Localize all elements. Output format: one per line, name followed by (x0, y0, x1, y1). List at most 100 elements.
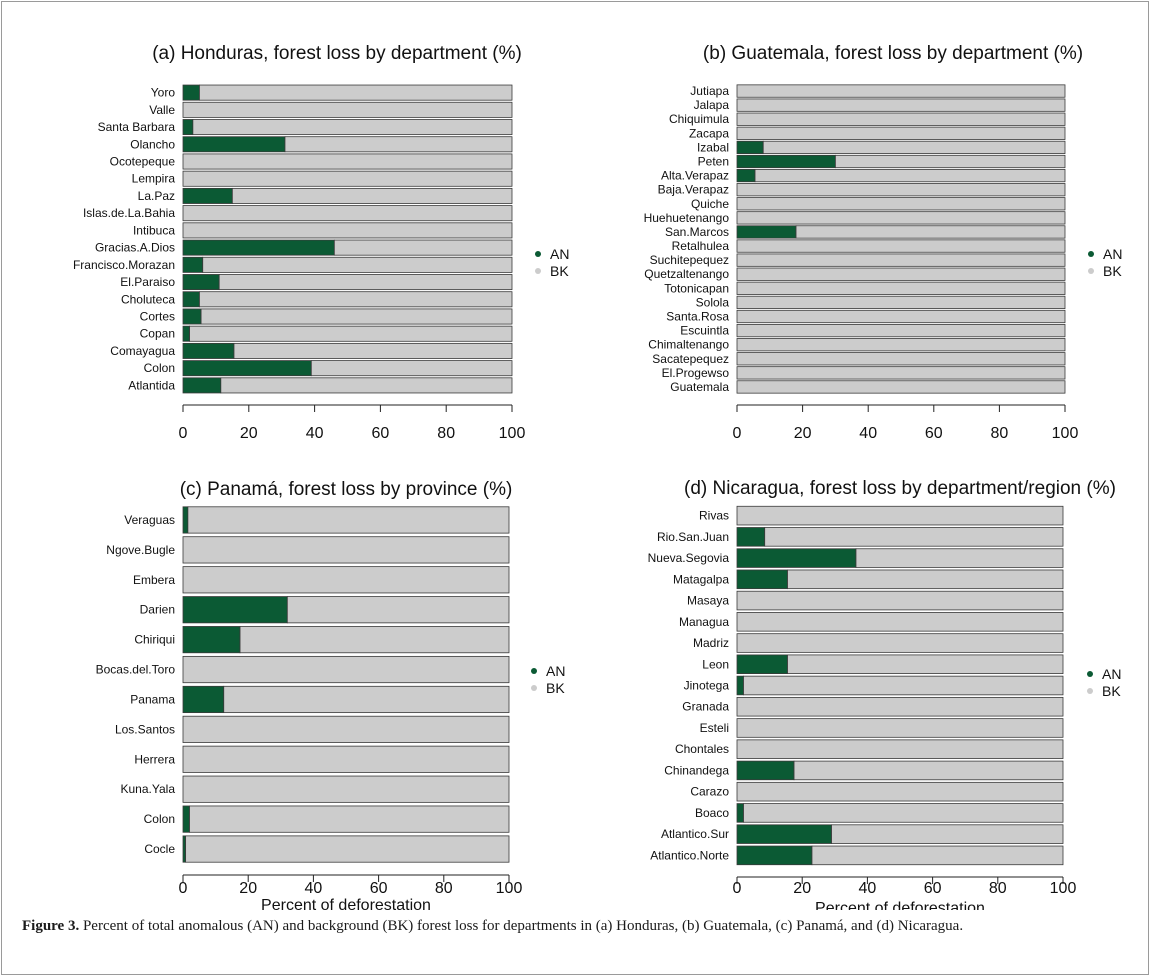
bar-an (736, 527, 766, 547)
chart-title: (d) Nicaragua, forest loss by department… (684, 478, 1116, 499)
bar-bk (736, 239, 1066, 253)
chart-title: (a) Honduras, forest loss by department … (152, 43, 522, 64)
category-label: Gracias.A.Dios (95, 241, 175, 255)
bar-bk (736, 380, 1066, 394)
x-tick-label: 40 (305, 880, 323, 897)
bar-bk (743, 675, 1064, 696)
bar-bk (189, 805, 510, 833)
x-tick-label: 40 (306, 425, 324, 442)
bar-bk (231, 187, 513, 204)
legend-marker (535, 268, 541, 274)
bar-bk (736, 323, 1066, 338)
x-tick-label: 80 (991, 425, 1009, 442)
x-tick-label: 20 (794, 425, 812, 442)
category-label: Quetzaltenango (644, 267, 729, 281)
bar-an (736, 140, 764, 155)
category-label: Chimaltenango (648, 338, 729, 352)
category-label: San.Marcos (665, 225, 729, 239)
bar-bk (185, 835, 510, 863)
bar-bk (736, 295, 1066, 310)
bar-bk (199, 84, 513, 101)
category-label: Chinandega (664, 763, 729, 777)
bar-bk (200, 308, 513, 325)
bar-an (182, 308, 202, 325)
legend-label: AN (1102, 666, 1121, 682)
bar-bk (736, 781, 1064, 802)
legend-label: BK (1103, 263, 1122, 279)
category-label: Madriz (693, 636, 729, 650)
category-label: Cocle (144, 842, 175, 856)
bar-an (736, 675, 744, 696)
category-label: Escuintla (680, 324, 729, 338)
bar-bk (182, 775, 510, 803)
bar-bk (764, 527, 1064, 547)
category-label: Leon (702, 657, 729, 671)
category-label: Masaya (687, 594, 729, 608)
bar-bk (233, 342, 513, 359)
bar-an (182, 506, 189, 534)
x-tick-label: 20 (239, 880, 257, 897)
bar-bk (736, 84, 1066, 98)
bar-bk (787, 654, 1064, 675)
category-label: Jutiapa (690, 84, 729, 98)
x-tick-label: 40 (859, 880, 877, 897)
chart-title: (c) Panamá, forest loss by province (%) (180, 479, 513, 500)
bar-an (182, 685, 225, 714)
legend-marker (531, 668, 537, 674)
bar-bk (736, 253, 1066, 267)
category-label: El.Progewso (662, 366, 730, 380)
category-label: Alta.Verapaz (661, 169, 729, 183)
x-tick-label: 60 (924, 880, 942, 897)
bar-an (182, 84, 200, 101)
legend-label: AN (546, 663, 565, 679)
bar-bk (736, 281, 1066, 295)
category-label: Lempira (132, 172, 176, 186)
category-label: Francisco.Morazan (73, 258, 175, 272)
category-label: Santa Barbara (98, 120, 176, 134)
category-label: Copan (140, 327, 175, 341)
bar-bk (189, 325, 513, 342)
x-tick-label: 60 (925, 425, 943, 442)
category-label: Quiche (691, 197, 729, 211)
bar-bk (736, 590, 1064, 611)
x-tick-label: 100 (496, 880, 523, 897)
bar-an (182, 805, 190, 833)
category-label: Nueva.Segovia (648, 551, 730, 565)
bar-bk (736, 126, 1066, 140)
category-label: Jinotega (684, 679, 730, 693)
category-label: Panama (130, 692, 175, 706)
category-label: Granada (682, 700, 729, 714)
bar-bk (762, 140, 1066, 155)
category-label: Chontales (675, 742, 729, 756)
bar-bk (736, 98, 1066, 112)
chart-panel-2: (c) Panamá, forest loss by province (%) V… (96, 479, 566, 910)
bar-bk (736, 352, 1066, 366)
legend-label: BK (546, 680, 565, 696)
bar-bk (182, 655, 510, 684)
category-label: Valle (149, 103, 175, 117)
legend-marker (1088, 268, 1094, 274)
category-label: Baja.Verapaz (658, 183, 729, 197)
category-label: Guatemala (670, 380, 729, 394)
x-tick-label: 20 (793, 880, 811, 897)
legend-marker (1087, 688, 1093, 694)
bar-bk (736, 267, 1066, 281)
x-tick-label: 100 (1052, 425, 1079, 442)
category-label: Jalapa (694, 98, 730, 112)
chart-panel-1: (b) Guatemala, forest loss by department… (644, 43, 1123, 442)
legend-label: AN (1103, 246, 1122, 262)
legend-marker (1088, 251, 1094, 257)
bar-an (736, 845, 813, 866)
category-label: Darien (140, 603, 175, 617)
bar-bk (754, 168, 1066, 183)
bar-bk (182, 170, 513, 187)
category-label: Colon (144, 812, 175, 826)
bar-an (182, 626, 241, 654)
category-label: Bocas.del.Toro (96, 663, 176, 677)
category-label: Totonicapan (664, 281, 729, 295)
x-tick-label: 80 (435, 880, 453, 897)
bar-bk (182, 222, 513, 239)
bar-bk (787, 569, 1064, 590)
bar-bk (736, 612, 1064, 632)
bar-an (182, 119, 194, 136)
